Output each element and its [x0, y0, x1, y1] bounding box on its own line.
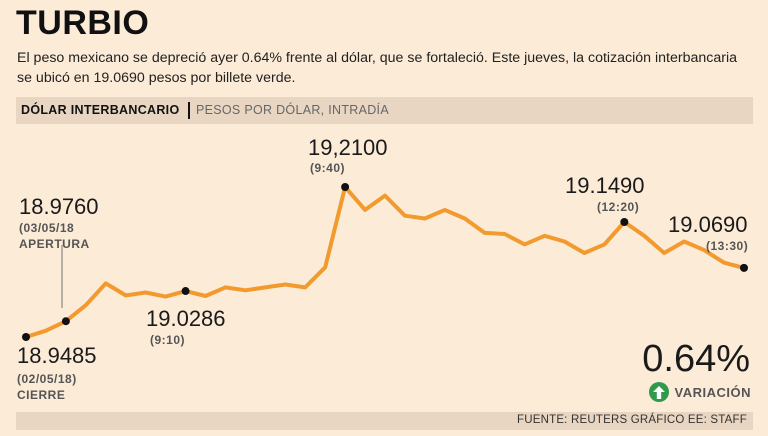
variation-label: VARIACIÓN — [674, 384, 751, 400]
data-label-time: (9:10) — [150, 333, 185, 347]
data-label-caption: CIERRE — [17, 388, 65, 402]
data-point-marker — [22, 333, 30, 341]
data-point-marker — [341, 183, 350, 191]
bar-units: PESOS POR DÓLAR, INTRADÍA — [196, 103, 389, 117]
variation-value: 0.64% — [642, 338, 750, 380]
data-label-value: 18.9760 — [19, 194, 99, 219]
variation-row: VARIACIÓN — [648, 382, 751, 402]
chart-title: TURBIO — [16, 4, 150, 42]
data-point-marker — [181, 287, 190, 296]
data-label-time: (13:30) — [706, 239, 748, 253]
arrow-up-icon — [648, 382, 669, 402]
data-point-marker — [620, 217, 629, 226]
data-label-time: (02/05/18) — [17, 372, 77, 386]
data-label-value: 18.9485 — [17, 343, 97, 368]
data-label-time: (03/05/18 — [19, 221, 74, 235]
data-label-caption: APERTURA — [19, 237, 90, 251]
source-bar: FUENTE: REUTERS GRÁFICO EE: STAFF — [16, 412, 753, 430]
header-bar: DÓLAR INTERBANCARIO PESOS POR DÓLAR, INT… — [16, 97, 753, 124]
data-label-value: 19,2100 — [308, 135, 388, 160]
bar-label: DÓLAR INTERBANCARIO — [21, 103, 180, 117]
data-point-marker — [740, 263, 748, 272]
data-label-value: 19.0286 — [146, 306, 226, 331]
data-point-marker — [61, 317, 70, 326]
data-label-time: (12:20) — [597, 200, 639, 214]
bar-separator — [188, 102, 190, 119]
chart-subtitle: El peso mexicano se depreció ayer 0.64% … — [17, 50, 738, 86]
data-label-value: 19.0690 — [668, 212, 748, 237]
source-text: FUENTE: REUTERS GRÁFICO EE: STAFF — [516, 414, 747, 426]
data-label-time: (9:40) — [310, 161, 345, 175]
data-label-value: 19.1490 — [565, 173, 645, 198]
